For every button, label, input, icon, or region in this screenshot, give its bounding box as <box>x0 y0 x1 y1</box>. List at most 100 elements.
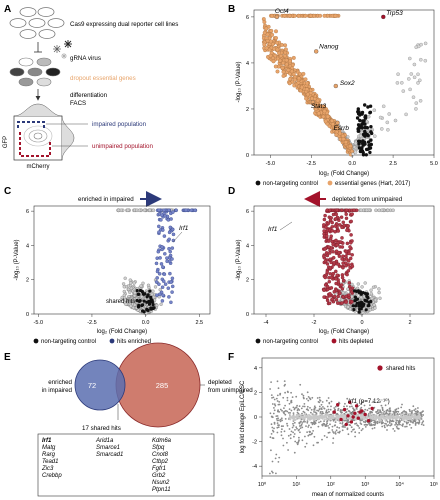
hit-point <box>325 234 329 238</box>
essential-gene-point <box>271 56 275 61</box>
hit-point <box>338 240 343 244</box>
gene-point <box>325 409 328 412</box>
gene-point <box>392 410 395 413</box>
non-targeting-point <box>136 292 140 296</box>
gene-point <box>276 419 279 422</box>
gene-point <box>342 425 344 427</box>
non-targeting-point <box>369 130 373 134</box>
gene-point <box>310 412 313 415</box>
gene-point <box>153 285 158 289</box>
gene-point <box>351 405 353 408</box>
gene-point <box>366 409 369 412</box>
non-targeting-point <box>368 104 373 108</box>
essential-gene-point <box>318 13 323 18</box>
gene-point <box>385 423 388 425</box>
hit-point <box>322 254 326 259</box>
gene-point <box>146 283 151 287</box>
gene-point <box>345 419 348 421</box>
hit-point <box>325 253 330 258</box>
gene-point <box>383 411 386 414</box>
gene-point <box>273 409 276 412</box>
hit-point <box>344 300 348 304</box>
gene-point <box>286 399 289 402</box>
gene-point <box>357 425 360 427</box>
gene-point <box>350 426 353 429</box>
gene-point <box>322 406 324 408</box>
venn-left-label-1: enriched <box>48 379 72 386</box>
gene-point <box>350 295 354 299</box>
gene-point <box>327 408 330 411</box>
gene-point <box>319 415 322 418</box>
gene-point <box>400 416 403 419</box>
essential-gene-point <box>265 32 270 37</box>
gene-point <box>286 410 289 413</box>
hit-point <box>336 294 340 299</box>
gene-point <box>337 409 339 412</box>
gene-point <box>317 441 319 444</box>
shared-hit-point <box>356 416 360 420</box>
hit-point <box>165 256 169 260</box>
hit-point <box>167 295 171 299</box>
gene-point <box>360 429 363 432</box>
shared-gene-nsun2: Nsun2 <box>152 480 170 486</box>
hit-point <box>345 228 349 233</box>
legend-marker-b-nt <box>255 180 261 186</box>
gene-point <box>293 433 296 435</box>
gene-point <box>332 442 334 444</box>
xlabel-f: mean of normalized counts <box>312 492 384 498</box>
gene-point <box>399 414 402 416</box>
hit-point <box>163 252 167 256</box>
gene-point <box>271 426 274 429</box>
hit-point <box>328 291 332 296</box>
gene-point <box>305 425 307 427</box>
gene-point <box>329 408 332 411</box>
gene-point <box>400 406 403 409</box>
gene-point <box>356 282 360 286</box>
panel-letter-d: D <box>228 186 235 197</box>
gene-point <box>368 413 371 416</box>
gene-point <box>339 422 342 424</box>
gene-point <box>327 397 330 399</box>
panel-b: B -5.0 -2.5 0.0 2.5 5.0 0 2 4 6 Oct4 Trp53 Nanog So… <box>228 4 438 187</box>
hit-point <box>338 291 342 296</box>
essential-gene-point <box>289 69 294 74</box>
gene-point <box>270 423 273 426</box>
gene-point <box>381 408 384 410</box>
gene-label-sox2: Sox2 <box>340 80 355 87</box>
hit-point <box>170 290 174 294</box>
hit-point <box>333 224 337 228</box>
differentiation-label: differentiation <box>70 92 108 99</box>
gene-point <box>353 141 358 146</box>
legend-marker-d-hits <box>331 338 337 344</box>
gene-point <box>128 290 132 294</box>
hit-point <box>344 216 349 221</box>
non-targeting-point <box>357 310 361 314</box>
gene-point <box>402 417 405 419</box>
gene-point <box>302 394 305 397</box>
gene-point <box>278 424 280 427</box>
hit-point <box>325 262 330 266</box>
gene-point <box>122 285 126 289</box>
y-tick-label: 4 <box>246 243 249 249</box>
ylabel-c: -log₁₀ (P-Value) <box>14 239 20 280</box>
impaired-label: impaired population <box>92 121 147 128</box>
hit-point <box>161 228 165 232</box>
hit-point <box>348 287 353 292</box>
gene-point <box>307 409 310 412</box>
gene-point <box>349 424 352 427</box>
hit-point <box>160 245 164 249</box>
hit-point <box>344 249 349 254</box>
hit-point <box>167 237 171 242</box>
gene-point <box>290 391 292 394</box>
non-targeting-point <box>369 138 373 142</box>
gene-point <box>389 410 392 413</box>
hit-point <box>169 300 173 305</box>
shared-hit-point <box>370 406 374 411</box>
xlabel-d: log₂ (Fold Change) <box>319 329 369 335</box>
hit-point <box>339 215 344 219</box>
hit-point <box>333 217 338 221</box>
gene-point <box>286 396 289 399</box>
gene-label-stat3: Stat3 <box>311 103 327 110</box>
hit-point <box>341 220 346 225</box>
